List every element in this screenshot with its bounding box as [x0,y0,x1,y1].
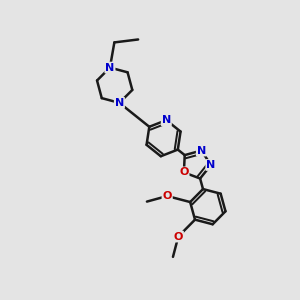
Text: N: N [115,98,124,108]
Text: N: N [162,115,171,125]
Text: O: O [179,167,189,177]
Text: N: N [206,160,215,170]
Text: N: N [197,146,206,155]
Text: N: N [105,63,115,73]
Text: O: O [174,232,183,242]
Text: O: O [163,191,172,201]
